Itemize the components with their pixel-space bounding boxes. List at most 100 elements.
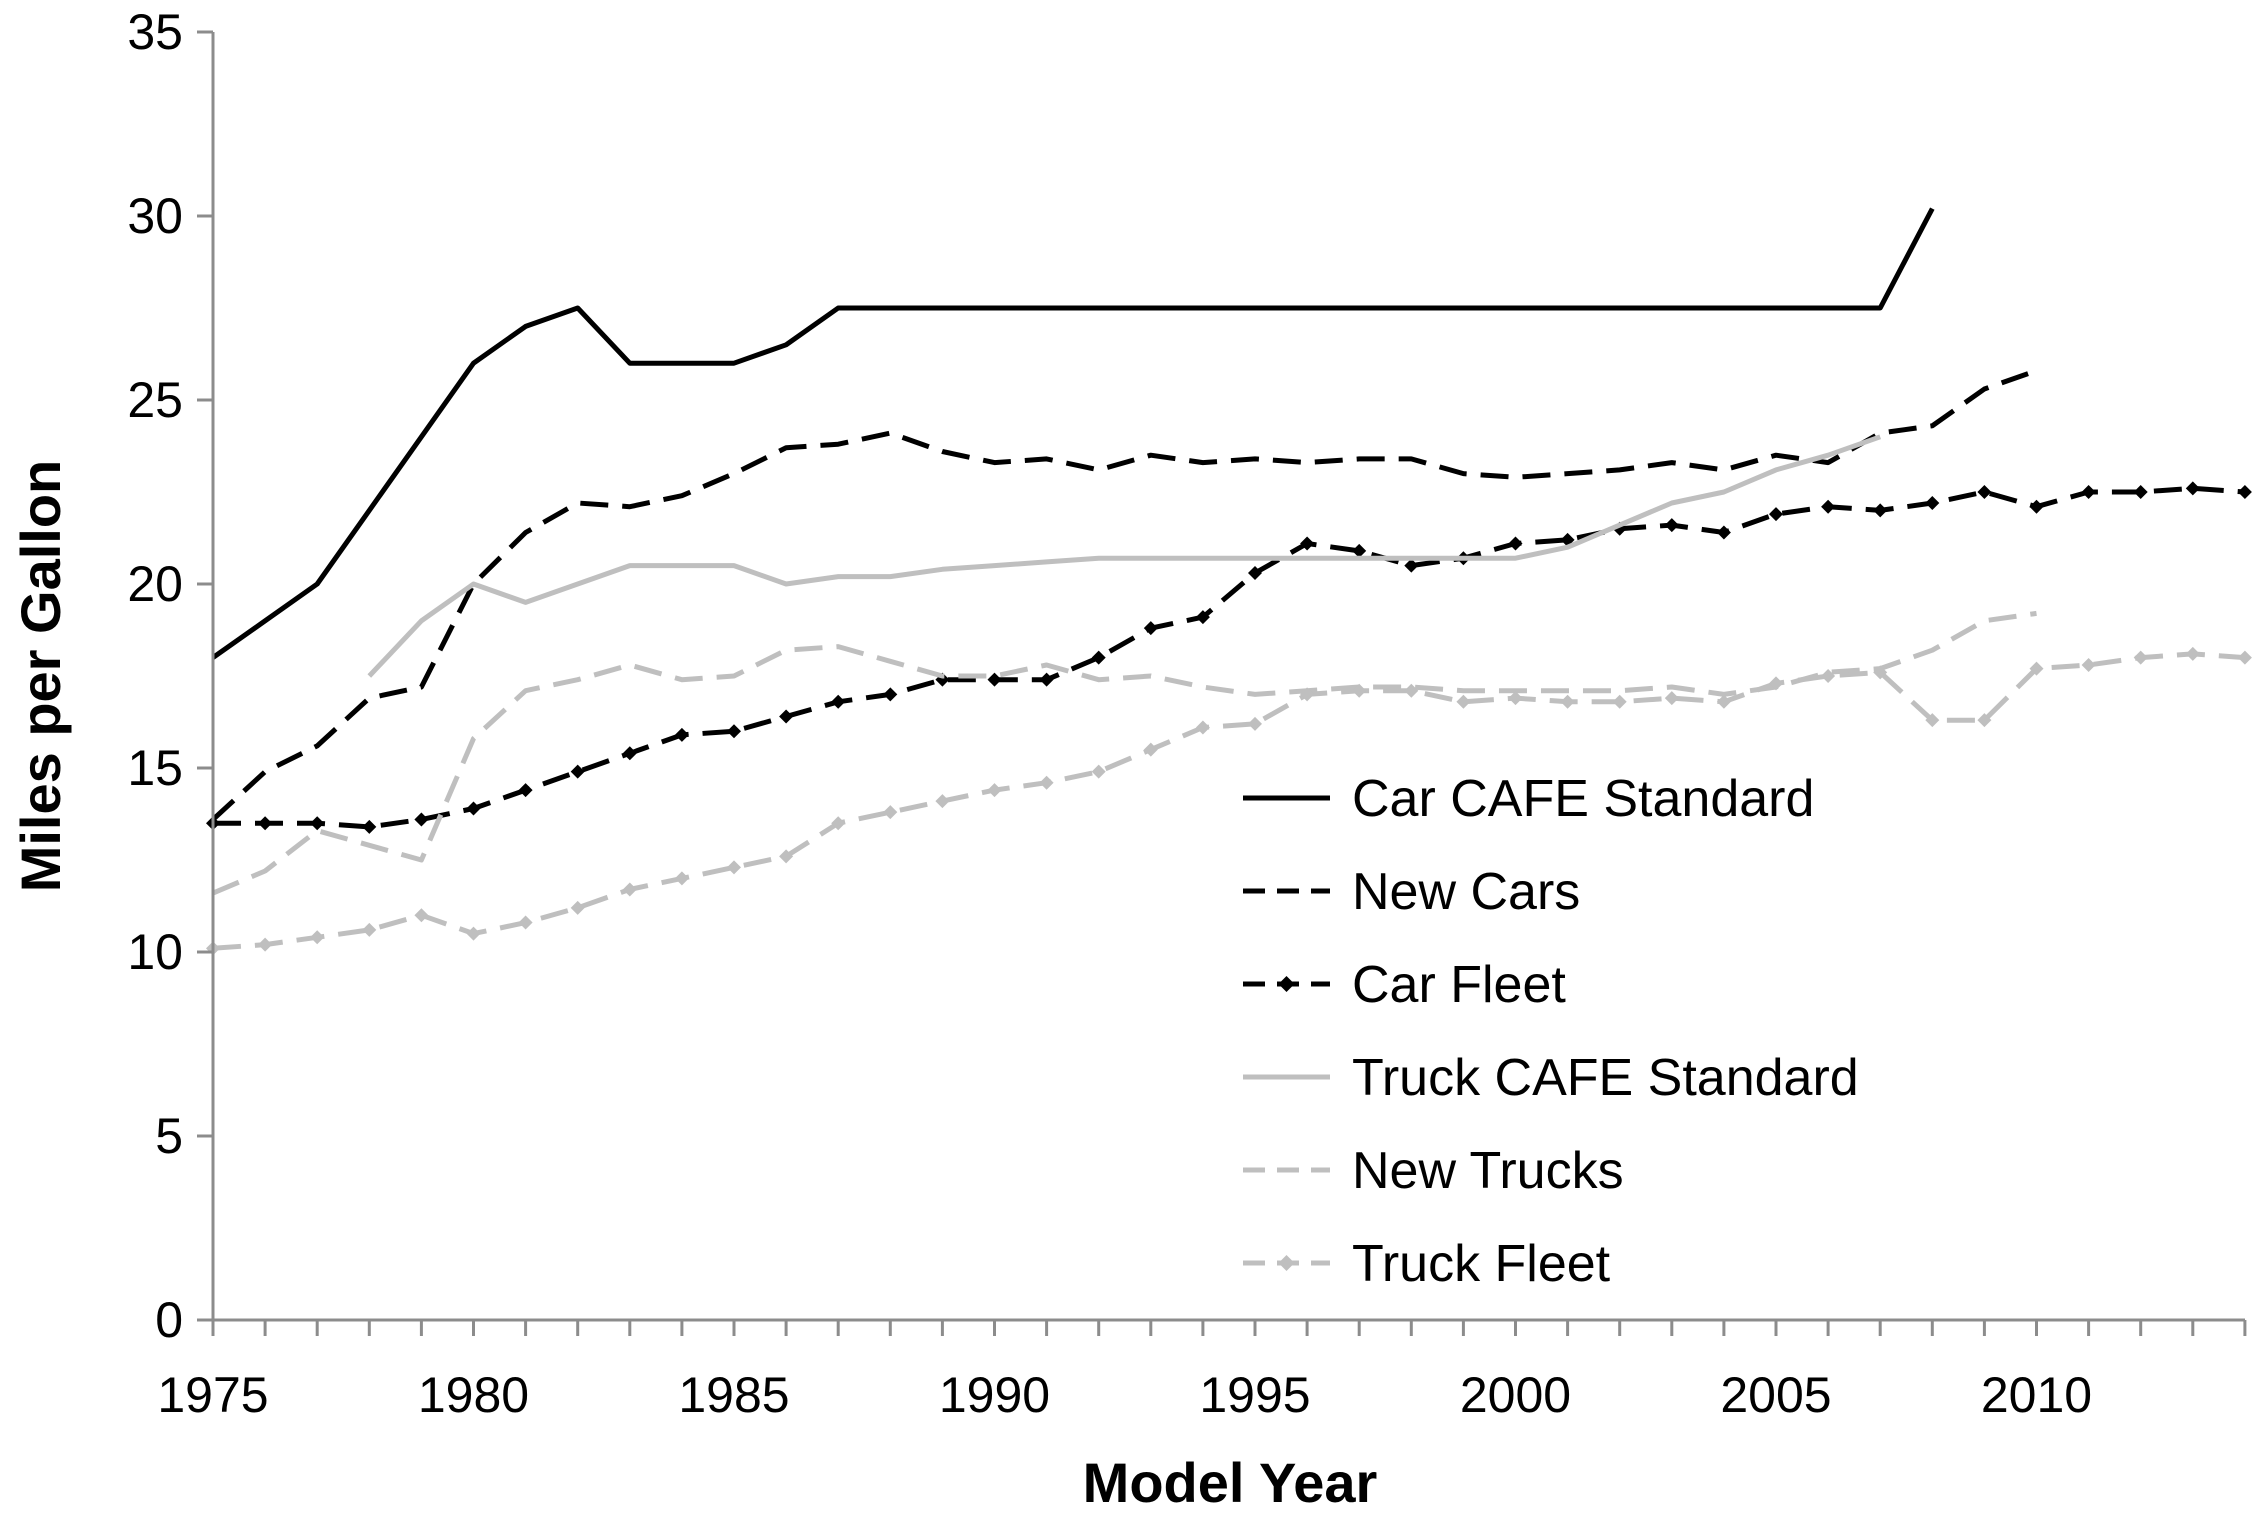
data-point-truck-fleet [1821,669,1836,683]
y-tick-label: 25 [127,372,183,428]
y-axis-title: Miles per Gallon [9,460,72,893]
data-point-car-fleet [518,783,533,798]
y-tick-label: 10 [127,924,183,980]
y-tick-label: 35 [127,4,183,60]
series-line-new-cars [211,368,2038,822]
data-point-car-fleet [1091,650,1106,665]
data-point-truck-fleet [1352,683,1367,698]
legend-label-truck-cafe-standard: Truck CAFE Standard [1352,1049,1859,1107]
x-axis-title: Model Year [1083,1451,1378,1514]
data-point-car-fleet [622,746,637,761]
x-tick-label: 1995 [1199,1367,1310,1423]
data-point-car-fleet [674,727,689,742]
legend-label-truck-fleet: Truck Fleet [1352,1235,1611,1293]
data-point-car-fleet [1664,518,1679,533]
plot-series [206,207,2252,956]
data-point-truck-fleet [831,816,846,831]
data-point-car-fleet [1195,610,1210,625]
data-point-car-fleet [310,816,325,831]
data-point-truck-fleet [1091,764,1106,779]
data-point-car-fleet [2029,499,2044,514]
data-point-truck-fleet [1456,694,1471,709]
data-point-truck-fleet [310,930,325,945]
data-point-car-fleet [362,819,377,834]
data-point-truck-fleet [466,926,481,941]
data-point-car-fleet [779,709,794,724]
data-point-truck-fleet [1612,694,1627,709]
legend-marker-car-fleet [1278,976,1295,992]
data-point-car-fleet [831,694,846,709]
x-tick-label: 1985 [678,1367,789,1423]
data-point-car-fleet [1925,496,1940,511]
series-line-truck-cafe-standard [367,434,1882,678]
legend-label-new-cars: New Cars [1352,863,1580,921]
data-point-truck-fleet [2133,650,2148,665]
data-point-car-fleet [1769,507,1783,522]
data-point-truck-fleet [987,783,1002,798]
legend-marker-truck-fleet [1278,1255,1295,1271]
data-point-truck-fleet [518,915,533,930]
data-point-truck-fleet [1769,676,1783,691]
data-point-truck-fleet [1716,694,1731,709]
data-point-car-fleet [2237,485,2252,499]
y-tick-label: 30 [127,188,183,244]
data-point-truck-fleet [1143,742,1158,757]
data-point-truck-fleet [1977,713,1992,728]
data-point-car-fleet [1716,525,1731,540]
data-point-car-fleet [883,687,898,702]
data-point-truck-fleet [2237,650,2252,665]
data-point-truck-fleet [674,871,689,886]
x-tick-label: 1975 [157,1367,268,1423]
x-tick-label: 1990 [939,1367,1050,1423]
data-point-truck-fleet [883,805,898,820]
x-tick-label: 2005 [1720,1367,1831,1423]
data-point-car-fleet [258,816,273,831]
x-tick-label: 1980 [418,1367,529,1423]
data-point-car-fleet [414,812,429,827]
data-point-car-fleet [1977,485,1992,499]
data-point-truck-fleet [1664,691,1679,706]
y-tick-label: 5 [155,1108,183,1164]
data-point-car-fleet [466,801,481,816]
data-point-car-fleet [1404,558,1419,573]
data-point-truck-fleet [779,849,794,864]
data-point-truck-fleet [2081,657,2096,672]
data-point-truck-fleet [1925,713,1940,728]
data-point-truck-fleet [1560,694,1575,709]
data-point-truck-fleet [570,900,585,915]
data-point-truck-fleet [727,860,741,875]
legend-label-car-cafe-standard: Car CAFE Standard [1352,770,1814,828]
data-point-truck-fleet [1248,716,1262,731]
legend-label-car-fleet: Car Fleet [1352,956,1566,1014]
data-point-truck-fleet [414,908,429,923]
data-point-car-fleet [570,764,585,779]
data-point-truck-fleet [1039,775,1054,790]
data-point-truck-fleet [1300,687,1315,702]
axes: 0 5 10 15 20 25 30 35 1975 1980 1985 1990 1995 2000 20… [127,4,2247,1423]
data-point-truck-fleet [2029,661,2044,676]
data-point-car-fleet [1352,543,1367,558]
data-point-car-fleet [2081,485,2096,499]
data-point-truck-fleet [2185,646,2200,661]
series-line-car-cafe-standard [211,207,1935,660]
data-point-car-fleet [987,672,1002,687]
y-tick-label: 20 [127,556,183,612]
data-point-truck-fleet [258,937,273,952]
series-line-car-fleet [213,485,2246,830]
data-point-truck-fleet [1404,683,1419,698]
data-point-truck-fleet [1195,720,1210,735]
data-point-car-fleet [1873,503,1888,518]
x-tick-label: 2000 [1460,1367,1571,1423]
series-line-new-trucks [212,610,2037,896]
data-point-car-fleet [1248,565,1262,580]
data-point-truck-fleet [622,882,637,897]
data-point-truck-fleet [362,922,377,937]
x-tick-label: 2010 [1981,1367,2092,1423]
data-point-car-fleet [2133,485,2148,499]
data-point-truck-fleet [935,794,950,809]
data-point-car-fleet [727,724,741,739]
legend-label-new-trucks: New Trucks [1352,1142,1624,1200]
data-point-car-fleet [1039,672,1054,687]
data-point-car-fleet [2185,481,2200,496]
